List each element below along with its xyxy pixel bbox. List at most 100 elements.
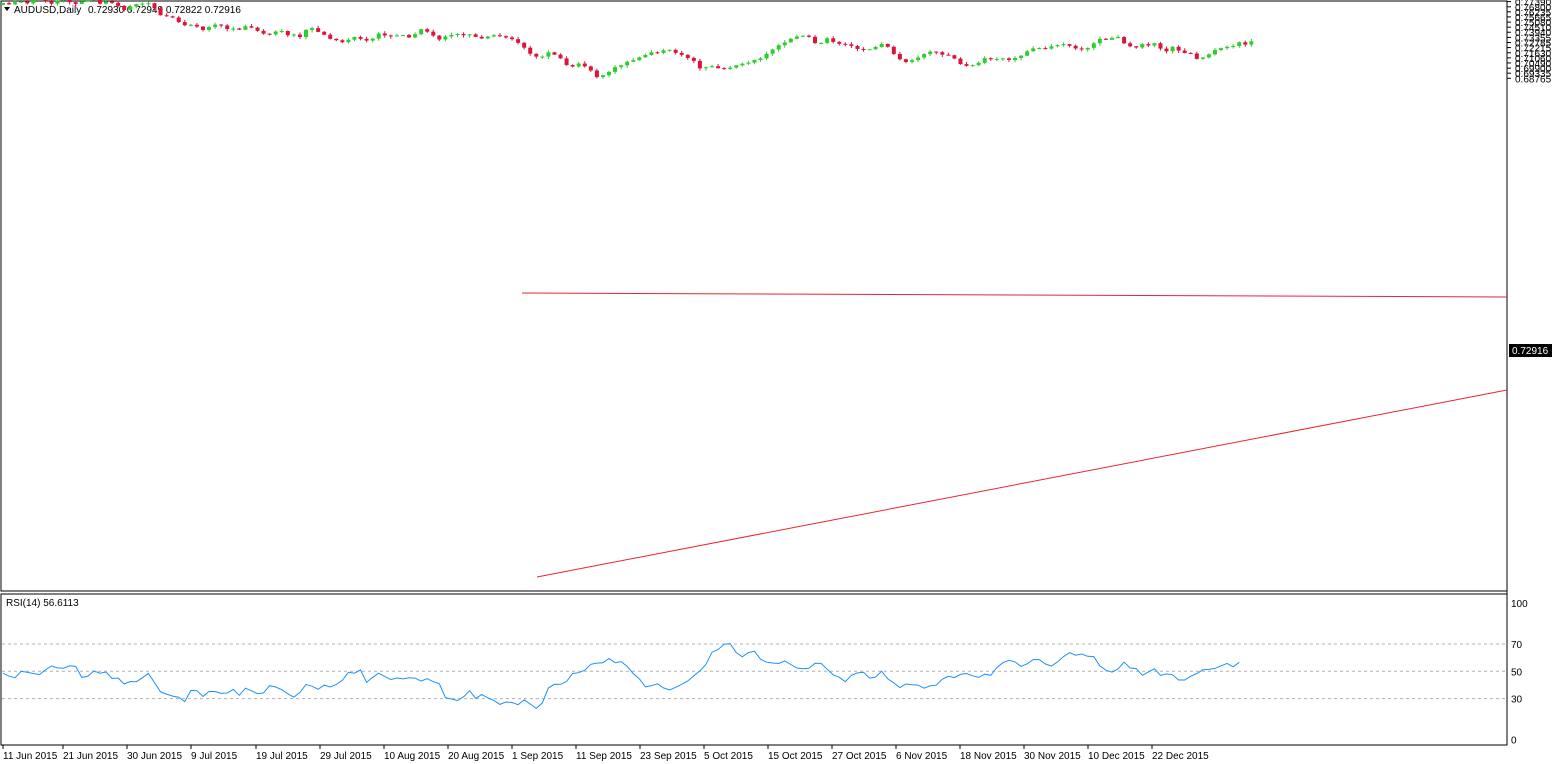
candle-bull <box>922 54 927 58</box>
candle-bull <box>1213 49 1217 55</box>
date-axis-ticks: 11 Jun 2015 21 Jun 2015 30 Jun 2015 9 Jul 2… <box>2 745 1209 762</box>
date-tick-label: 19 Jul 2015 <box>256 751 308 762</box>
candle-bull <box>873 46 878 50</box>
candle-bear <box>152 3 157 9</box>
rsi-line-group <box>2 643 1240 710</box>
candle-bull <box>31 0 36 4</box>
candle-bull <box>146 3 151 5</box>
price-tick-label: 0.75080 <box>1515 18 1552 29</box>
candle-bear <box>200 26 205 30</box>
price-tick-label: 0.69900 <box>1515 64 1552 75</box>
price-tick-label: 0.69335 <box>1515 69 1552 80</box>
candle-bull <box>825 38 830 43</box>
candle-bull <box>1 3 5 6</box>
candle-bear <box>582 63 587 67</box>
candle-bull <box>455 34 460 36</box>
candle-bull <box>928 51 933 55</box>
candle-bear <box>885 43 890 47</box>
candle-bear <box>861 48 866 50</box>
date-tick-label: 5 Oct 2015 <box>704 751 753 762</box>
candle-bull <box>231 28 236 30</box>
candle-bull <box>1140 44 1145 48</box>
candle-bull <box>770 49 775 54</box>
candle-bull <box>134 4 139 7</box>
candle-bull <box>758 58 763 60</box>
price-tick-label: 0.71630 <box>1515 49 1552 60</box>
candle-bear <box>1073 45 1078 49</box>
menu-triangle-icon[interactable] <box>4 7 10 11</box>
candle-bear <box>552 52 557 55</box>
candle-bull <box>649 52 654 55</box>
candle-bear <box>558 54 563 59</box>
date-tick-label: 30 Jun 2015 <box>127 751 182 762</box>
date-tick-label: 22 Dec 2015 <box>1152 751 1209 762</box>
candle-bull <box>637 57 642 61</box>
candle-bull <box>1237 42 1242 46</box>
candle-bear <box>1182 50 1187 54</box>
symbol-label: AUDUSD,Daily <box>14 5 81 16</box>
candle-bear <box>988 58 993 60</box>
candle-bear <box>722 68 727 70</box>
resistance-line <box>521 292 1508 298</box>
candle-bull <box>576 63 581 67</box>
date-tick-label: 1 Sep 2015 <box>512 751 564 762</box>
candle-bull <box>443 36 448 40</box>
price-tick-label: 0.73940 <box>1515 28 1552 39</box>
candle-bull <box>140 3 145 5</box>
candle-bull <box>1249 41 1254 45</box>
candle-bull <box>346 39 351 43</box>
date-tick-label: 29 Jul 2015 <box>320 751 372 762</box>
candle-bear <box>25 1 30 4</box>
candle-bear <box>43 0 48 2</box>
candle-bull <box>916 57 921 61</box>
candle-bull <box>1200 57 1205 59</box>
candle-bull <box>970 65 975 67</box>
candle-bear <box>1243 42 1248 45</box>
candle-bear <box>316 28 321 32</box>
candle-bull <box>304 29 308 38</box>
candle-bear <box>940 52 945 55</box>
candle-bear <box>425 29 430 32</box>
rsi-levels: 100 70 50 30 0 <box>2 599 1528 747</box>
ohlc-label: 0.72930 0.72949 0.72822 0.72916 <box>88 5 241 16</box>
candle-bear <box>1128 43 1133 47</box>
candle-bull <box>734 65 739 68</box>
candle-bear <box>388 35 393 37</box>
trendlines <box>521 292 1508 578</box>
candle-bull <box>740 63 745 66</box>
candle-bear <box>122 5 127 10</box>
candle-bear <box>716 66 721 69</box>
candle-bear <box>170 16 175 18</box>
candle-bear <box>843 43 848 45</box>
candle-bear <box>679 52 684 55</box>
candle-bear <box>182 22 187 26</box>
date-tick-label: 18 Nov 2015 <box>960 751 1017 762</box>
rsi-level-label: 50 <box>1511 667 1523 678</box>
candle-bull <box>776 45 781 50</box>
candle-bear <box>1043 48 1048 50</box>
date-tick-label: 20 Aug 2015 <box>448 751 505 762</box>
candle-bear <box>534 53 539 57</box>
candle-bear <box>806 35 811 37</box>
candle-bear <box>116 2 121 6</box>
candle-bear <box>461 34 466 36</box>
rsi-line <box>2 643 1240 710</box>
candle-bull <box>1109 37 1114 40</box>
date-tick-label: 27 Oct 2015 <box>832 751 887 762</box>
candle-bear <box>1188 53 1193 55</box>
candle-bull <box>976 62 981 66</box>
candle-bull <box>910 60 914 62</box>
price-tick-label: 0.75665 <box>1515 13 1552 24</box>
candle-bear <box>570 65 575 67</box>
candle-bear <box>655 52 660 54</box>
candle-bull <box>613 67 618 72</box>
candle-bull <box>104 1 109 4</box>
price-tick-label: 0.70490 <box>1515 59 1552 70</box>
candle-bear <box>685 54 690 58</box>
candle-bull <box>273 31 278 35</box>
candle-bull <box>994 58 999 60</box>
candle-bull <box>19 1 24 3</box>
date-tick-label: 30 Nov 2015 <box>1024 751 1081 762</box>
candle-bull <box>661 50 666 53</box>
